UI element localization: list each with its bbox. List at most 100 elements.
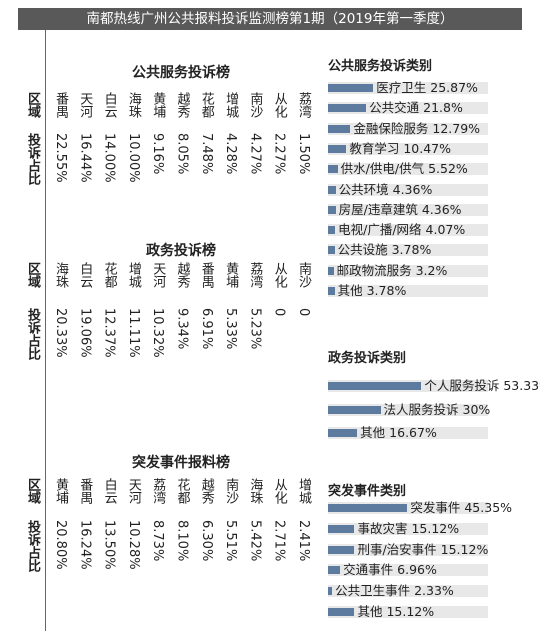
header-title: 南都热线广州公共报料投诉监测榜第1期 [86, 11, 325, 27]
value-label: 12.79% [432, 120, 481, 136]
value-label: 3.2% [415, 262, 448, 278]
header-subtitle: （2019年第一季度） [324, 11, 454, 27]
bar [328, 165, 338, 174]
bar-track [328, 163, 488, 176]
table-title: 政务投诉榜 [146, 243, 216, 259]
share: 12.37% [101, 308, 117, 358]
region: 从化 [271, 478, 287, 504]
row-header: 区域 [25, 262, 40, 288]
region: 花都 [174, 478, 190, 504]
bar-track [328, 285, 488, 297]
bar [328, 266, 334, 275]
share: 2.41% [296, 520, 311, 562]
share: 16.44% [77, 133, 93, 183]
share: 6.91% [198, 308, 214, 350]
category-label: 其他 [357, 604, 383, 619]
region: 荔湾 [247, 262, 263, 288]
share: 8.73% [150, 520, 166, 562]
bar-label: 房屋/违章建筑 4.36% [339, 202, 462, 217]
region: 番禺 [53, 92, 68, 118]
category-label: 其他 [337, 283, 363, 298]
value-label: 25.87% [430, 80, 478, 95]
category-label: 突发事件 [410, 500, 461, 515]
value-label: 21.8% [423, 100, 463, 116]
bar [328, 104, 367, 113]
row-header: 投诉占比 [25, 520, 40, 572]
value-label: 10.47% [403, 140, 451, 156]
region: 天河 [150, 262, 166, 288]
divider [45, 30, 46, 631]
share: 11.11% [125, 308, 141, 358]
bar-label: 电视/广播/网络 4.07% [338, 223, 465, 237]
category-label: 医疗卫生 [376, 80, 427, 95]
category-label: 公共交通 [369, 100, 420, 116]
bar [328, 144, 347, 153]
value-label: 15.12% [386, 604, 435, 619]
bar-label: 其他 16.67% [360, 426, 437, 440]
share: 22.55% [53, 133, 68, 183]
share: 10.32% [150, 308, 166, 358]
bar-label: 事故灾害 15.12% [357, 520, 459, 536]
value-label: 4.36% [392, 181, 433, 197]
bar [328, 124, 351, 133]
bar-label: 教育学习 10.47% [349, 140, 451, 156]
bar [328, 287, 335, 295]
bar-track [328, 543, 488, 556]
share: 0 [271, 308, 287, 317]
bar-label: 交通事件 6.96% [343, 563, 437, 577]
value-label: 2.33% [414, 583, 454, 599]
bar [328, 84, 374, 92]
category-label: 电视/广播/网络 [338, 222, 422, 238]
share: 8.10% [174, 520, 190, 562]
value-label: 4.07% [425, 222, 466, 238]
share: 0 [296, 308, 311, 317]
bar [328, 185, 336, 194]
category-label: 事故灾害 [357, 520, 408, 536]
bar-track [328, 224, 488, 237]
share: 4.28% [223, 133, 239, 175]
bar [328, 226, 336, 235]
share: 1.50% [296, 133, 311, 175]
share: 2.27% [271, 133, 287, 175]
bar-label: 公共卫生事件 2.33% [335, 584, 454, 598]
row-header: 区域 [25, 478, 40, 504]
bar-track [328, 244, 488, 257]
bar [328, 382, 422, 390]
share: 5.42% [247, 520, 263, 562]
bar-label: 个人服务投诉 53.33% [424, 379, 540, 393]
region: 增城 [125, 262, 141, 288]
share: 2.71% [271, 520, 287, 562]
bar-track [328, 427, 488, 439]
region: 增城 [296, 478, 311, 504]
value-label: 15.12% [440, 541, 489, 557]
region: 南沙 [223, 478, 239, 504]
region: 越秀 [198, 478, 214, 504]
bar-label: 其他 3.78% [338, 284, 407, 298]
bar-track [328, 522, 488, 535]
bar-label: 公共设施 3.78% [338, 243, 432, 257]
category-label: 法人服务投诉 [383, 401, 459, 417]
region: 增城 [223, 92, 239, 118]
share: 13.50% [101, 520, 117, 570]
value-label: 3.78% [391, 242, 432, 258]
share: 20.80% [53, 520, 68, 570]
region: 天河 [125, 478, 141, 504]
category-label: 个人服务投诉 [424, 378, 500, 393]
bar [328, 587, 333, 596]
table-title: 突发事件报料榜 [132, 455, 230, 471]
chart-title: 政务投诉类别 [328, 351, 407, 366]
bar-label: 医疗卫生 25.87% [376, 81, 478, 95]
share: 5.51% [223, 520, 239, 562]
region: 番禺 [77, 478, 93, 504]
bar-label: 公共交通 21.8% [369, 101, 463, 115]
share: 8.05% [174, 133, 190, 175]
bar-label: 金融保险服务 12.79% [353, 120, 481, 136]
share: 7.48% [198, 133, 214, 175]
share: 19.06% [77, 308, 93, 358]
region: 白云 [101, 478, 117, 504]
bar [328, 566, 341, 575]
region: 花都 [198, 92, 214, 118]
category-label: 金融保险服务 [353, 120, 429, 136]
bar-label: 其他 15.12% [357, 605, 434, 619]
